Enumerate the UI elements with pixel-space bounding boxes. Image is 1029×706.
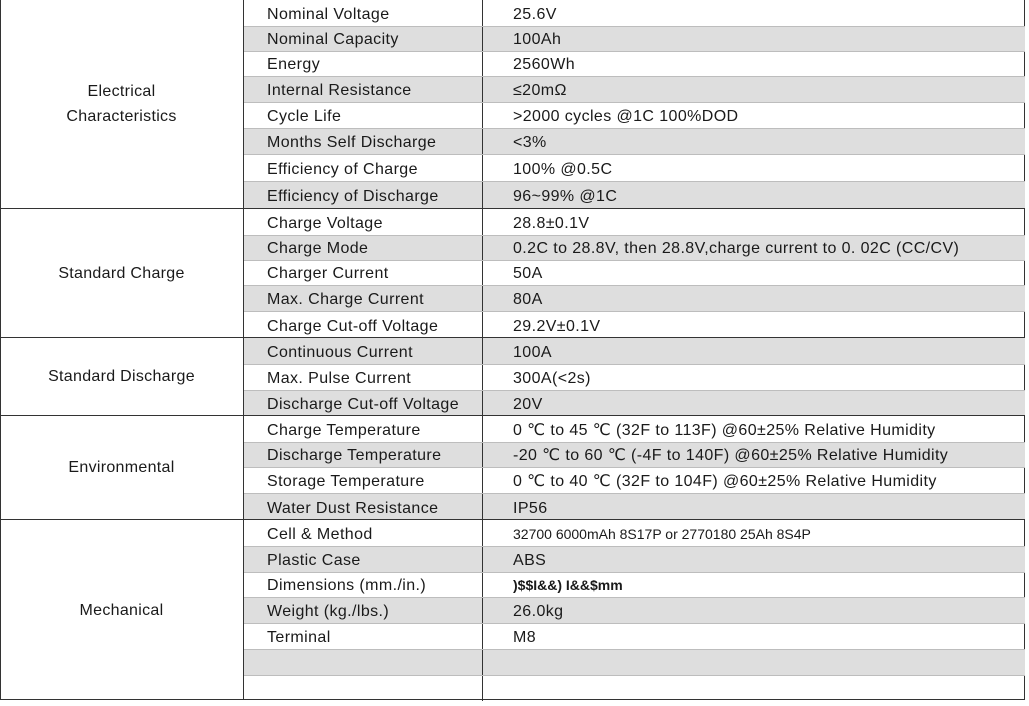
section-electrical: Electrical Characteristics Nominal Volta… — [0, 0, 1025, 208]
spec-name: Efficiency of Discharge — [267, 188, 439, 205]
spec-value: 20V — [513, 396, 543, 413]
section-rows: Charge Temperature 0 ℃ to 45 ℃ (32F to 11… — [243, 416, 1025, 520]
spec-value: 26.0kg — [513, 603, 564, 620]
spec-row: Charge Cut-off Voltage 29.2V±0.1V — [244, 311, 1025, 338]
spec-value: 100Ah — [513, 31, 562, 48]
spec-name: Charge Temperature — [267, 422, 421, 439]
spec-name: Cycle Life — [267, 108, 342, 125]
spec-row: Charger Current 50A — [244, 260, 1025, 285]
spec-row: Plastic Case ABS — [244, 546, 1025, 572]
spec-row: Charge Temperature 0 ℃ to 45 ℃ (32F to 11… — [244, 416, 1025, 442]
spec-name: Dimensions (mm./in.) — [267, 577, 427, 594]
spec-name: Continuous Current — [267, 344, 413, 361]
spec-value: >2000 cycles @1C 100%DOD — [513, 108, 739, 125]
spec-row: Weight (kg./lbs.) 26.0kg — [244, 597, 1025, 623]
spec-row — [244, 675, 1025, 701]
spec-value: ABS — [513, 552, 547, 569]
spec-row: Charge Mode 0.2C to 28.8V, then 28.8V,cha… — [244, 235, 1025, 260]
spec-value: 28.8±0.1V — [513, 215, 590, 232]
spec-value: 80A — [513, 291, 543, 308]
table-bottom-border — [0, 699, 1025, 700]
spec-row: Discharge Temperature -20 ℃ to 60 ℃ (-4F … — [244, 442, 1025, 467]
spec-row: Efficiency of Charge 100% @0.5C — [244, 154, 1025, 181]
category-label: Standard Discharge — [48, 368, 195, 385]
category-label: Environmental — [68, 459, 175, 476]
section-standard-discharge: Standard Discharge Continuous Current 100… — [0, 337, 1025, 416]
spec-value: ≤20mΩ — [513, 82, 567, 99]
spec-name: Water Dust Resistance — [267, 500, 439, 517]
spec-row — [244, 649, 1025, 675]
spec-name: Charge Mode — [267, 240, 369, 257]
spec-row: Cell & Method 32700 6000mAh 8S17P or 2770… — [244, 520, 1025, 546]
spec-row: Continuous Current 100A — [244, 338, 1025, 364]
spec-name: Storage Temperature — [267, 473, 425, 490]
spec-value: 96~99% @1C — [513, 188, 618, 205]
spec-value: 29.2V±0.1V — [513, 318, 601, 335]
section-standard-charge: Standard Charge Charge Voltage 28.8±0.1V … — [0, 208, 1025, 338]
spec-value: 50A — [513, 265, 543, 282]
spec-name: Charge Cut-off Voltage — [267, 318, 439, 335]
spec-value: 25.6V — [513, 6, 557, 23]
spec-name: Nominal Voltage — [267, 6, 390, 23]
category-label: Mechanical — [79, 601, 164, 619]
spec-row: Efficiency of Discharge 96~99% @1C — [244, 181, 1025, 208]
spec-name: Weight (kg./lbs.) — [267, 603, 390, 620]
section-rows: Continuous Current 100A Max. Pulse Curren… — [243, 338, 1025, 416]
spec-name: Terminal — [267, 629, 331, 646]
spec-name: Nominal Capacity — [267, 31, 399, 48]
spec-row: Internal Resistance ≤20mΩ — [244, 76, 1025, 102]
spec-row: Max. Charge Current 80A — [244, 285, 1025, 311]
spec-row: Energy 2560Wh — [244, 51, 1025, 76]
spec-value: 2560Wh — [513, 56, 575, 73]
spec-row: Cycle Life >2000 cycles @1C 100%DOD — [244, 102, 1025, 128]
spec-value: 0 ℃ to 40 ℃ (32F to 104F) @60±25% Relati… — [513, 473, 937, 490]
spec-row: Dimensions (mm./in.) )$$I&&) I&&$mm — [244, 572, 1025, 597]
section-environmental: Environmental Charge Temperature 0 ℃ to 4… — [0, 415, 1025, 520]
spec-name: Discharge Temperature — [267, 447, 442, 464]
spec-name: Discharge Cut-off Voltage — [267, 396, 460, 413]
spec-row: Storage Temperature 0 ℃ to 40 ℃ (32F to 1… — [244, 467, 1025, 493]
category-label: Standard Charge — [58, 264, 185, 282]
section-rows: Cell & Method 32700 6000mAh 8S17P or 2770… — [243, 520, 1025, 701]
spec-name: Plastic Case — [267, 552, 361, 569]
spec-name: Max. Charge Current — [267, 291, 424, 308]
spec-value: 300A(<2s) — [513, 370, 591, 387]
spec-name: Efficiency of Charge — [267, 161, 418, 178]
spec-value: 0 ℃ to 45 ℃ (32F to 113F) @60±25% Relati… — [513, 422, 936, 439]
spec-value: 100A — [513, 344, 552, 361]
spec-value: <3% — [513, 134, 547, 151]
spec-row: Nominal Voltage 25.6V — [244, 0, 1025, 26]
spec-name: Charger Current — [267, 265, 389, 282]
spec-row: Max. Pulse Current 300A(<2s) — [244, 364, 1025, 390]
section-rows: Charge Voltage 28.8±0.1V Charge Mode 0.2C … — [243, 209, 1025, 338]
spec-name: Charge Voltage — [267, 215, 383, 232]
section-mechanical: Mechanical Cell & Method 32700 6000mAh 8S… — [0, 519, 1025, 701]
spec-value: -20 ℃ to 60 ℃ (-4F to 140F) @60±25% Rela… — [513, 447, 949, 464]
spec-value: 32700 6000mAh 8S17P or 2770180 25Ah 8S4P — [513, 526, 811, 542]
spec-value: 0.2C to 28.8V, then 28.8V,charge current… — [513, 240, 960, 257]
spec-value: IP56 — [513, 500, 548, 517]
spec-name: Months Self Discharge — [267, 134, 437, 151]
spec-value: )$$I&&) I&&$mm — [513, 577, 623, 593]
spec-row: Terminal M8 — [244, 623, 1025, 649]
section-rows: Nominal Voltage 25.6V Nominal Capacity 100… — [243, 0, 1025, 208]
spec-row: Discharge Cut-off Voltage 20V — [244, 390, 1025, 416]
spec-row: Nominal Capacity 100Ah — [244, 26, 1025, 51]
table-left-border — [0, 0, 1, 700]
spec-name: Internal Resistance — [267, 82, 412, 99]
spec-row: Months Self Discharge <3% — [244, 128, 1025, 154]
spec-value: 100% @0.5C — [513, 161, 613, 178]
spec-row: Charge Voltage 28.8±0.1V — [244, 209, 1025, 235]
spec-name: Cell & Method — [267, 526, 373, 543]
spec-value: M8 — [513, 629, 537, 646]
spec-row: Water Dust Resistance IP56 — [244, 493, 1025, 520]
spec-name: Max. Pulse Current — [267, 370, 412, 387]
spec-name: Energy — [267, 56, 321, 73]
category-label: Electrical Characteristics — [66, 83, 177, 125]
